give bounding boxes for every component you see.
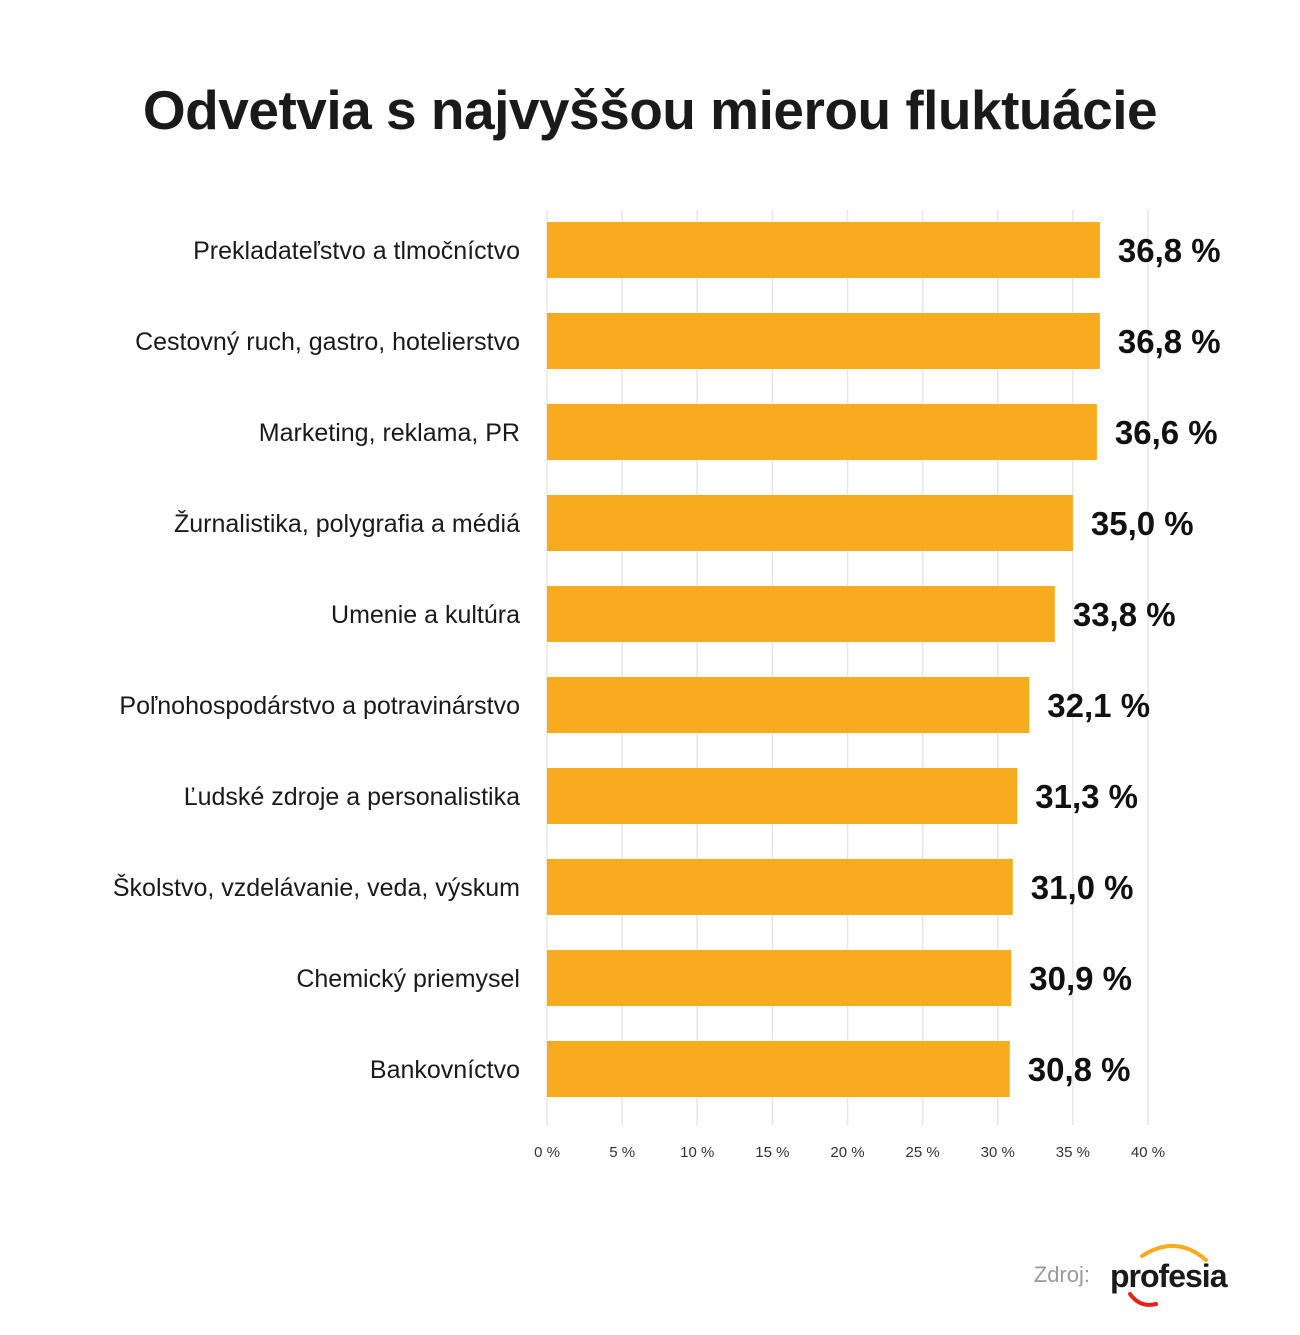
category-label: Školstvo, vzdelávanie, veda, výskum <box>113 873 520 902</box>
x-tick-label: 5 % <box>609 1144 635 1161</box>
bar <box>547 222 1100 278</box>
x-tick-label: 40 % <box>1131 1144 1165 1161</box>
category-label: Marketing, reklama, PR <box>259 419 520 447</box>
category-label: Chemický priemysel <box>296 965 520 993</box>
x-tick-label: 10 % <box>680 1144 714 1161</box>
bar <box>547 950 1012 1006</box>
x-tick-label: 0 % <box>534 1144 560 1161</box>
x-tick-label: 20 % <box>830 1144 864 1161</box>
bar <box>547 859 1013 915</box>
value-label: 30,8 % <box>1028 1051 1131 1088</box>
value-label: 36,6 % <box>1115 414 1218 451</box>
labels: 0 % 5 % 10 % 15 % 20 % 25 % 30 % 35 % 40 % Prekla… <box>113 232 1221 1161</box>
x-tick-label: 30 % <box>981 1144 1015 1161</box>
category-label: Umenie a kultúra <box>331 601 520 629</box>
category-label: Poľnohospodárstvo a potravinárstvo <box>119 692 520 720</box>
chart-title: Odvetvia s najvyššou mierou fluktuácie <box>142 79 1158 141</box>
bar <box>547 495 1073 551</box>
category-label: Ľudské zdroje a personalistika <box>184 783 520 811</box>
x-tick-label: 25 % <box>906 1144 940 1161</box>
value-label: 36,8 % <box>1118 323 1221 360</box>
value-label: 33,8 % <box>1073 596 1176 633</box>
value-label: 32,1 % <box>1047 687 1150 724</box>
bar-chart: 0 % 5 % 10 % 15 % 20 % 25 % 30 % 35 % 40 % Prekla… <box>113 210 1221 1161</box>
bar <box>547 677 1030 733</box>
bar <box>547 404 1097 460</box>
profesia-logo: profesia <box>1104 1240 1227 1310</box>
bar <box>547 768 1018 824</box>
value-label: 35,0 % <box>1091 505 1194 542</box>
bar <box>547 1041 1010 1097</box>
bar <box>547 313 1100 369</box>
source-label: Zdroj: <box>1033 1262 1090 1287</box>
x-tick-label: 35 % <box>1056 1144 1090 1161</box>
category-label: Bankovníctvo <box>370 1056 520 1084</box>
bar <box>547 586 1055 642</box>
value-label: 31,3 % <box>1035 778 1138 815</box>
x-tick-label: 15 % <box>755 1144 789 1161</box>
category-label: Žurnalistika, polygrafia a médiá <box>174 509 520 538</box>
category-label: Cestovný ruch, gastro, hotelierstvo <box>135 328 520 356</box>
logo-text: profesia <box>1110 1258 1227 1294</box>
logo-swoosh-icon <box>1128 1243 1208 1307</box>
source-attribution: Zdroj: profesia <box>1033 1240 1227 1310</box>
bars <box>547 222 1100 1097</box>
value-label: 31,0 % <box>1031 869 1134 906</box>
value-label: 30,9 % <box>1029 960 1132 997</box>
value-label: 36,8 % <box>1118 232 1221 269</box>
category-label: Prekladateľstvo a tlmočníctvo <box>193 237 520 265</box>
